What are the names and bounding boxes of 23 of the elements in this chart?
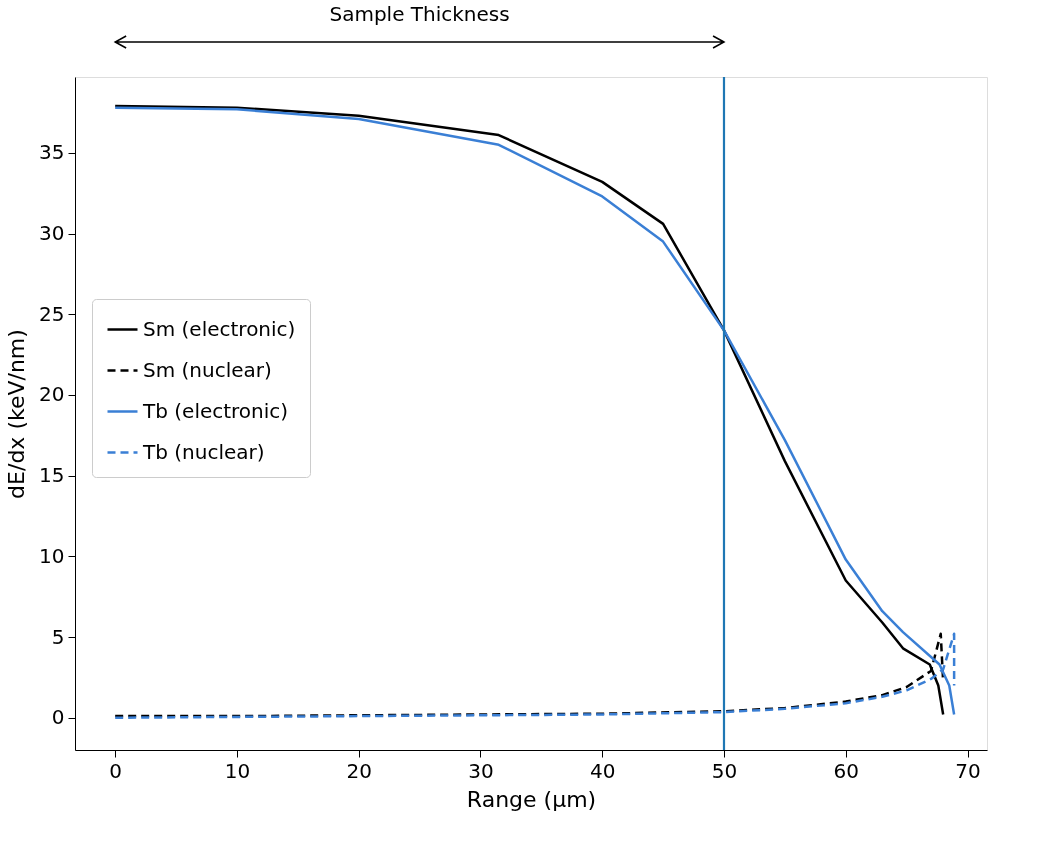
x-tick-label: 60 xyxy=(833,758,859,783)
legend-label: Tb (electronic) xyxy=(142,398,289,423)
x-tick-label: 20 xyxy=(346,758,372,783)
legend-label: Tb (nuclear) xyxy=(142,439,265,464)
text: Sample Thickness xyxy=(329,2,510,26)
x-tick-label: 0 xyxy=(109,758,123,783)
y-axis-title: dE/dx (keV/nm) xyxy=(4,329,30,499)
y-tick-label: 20 xyxy=(39,382,65,407)
x-tick-label: 40 xyxy=(590,758,616,783)
y-tick-label: 15 xyxy=(39,463,65,488)
y-tick-label: 35 xyxy=(39,140,65,165)
y-tick-label: 30 xyxy=(39,221,65,246)
x-tick-label: 30 xyxy=(468,758,494,783)
y-tick-label: 10 xyxy=(39,543,65,568)
legend-label: Sm (electronic) xyxy=(143,316,296,341)
y-tick-label: 0 xyxy=(51,705,65,730)
x-tick-label: 70 xyxy=(955,758,981,783)
x-tick-label: 10 xyxy=(224,758,251,783)
y-tick-label: 5 xyxy=(51,624,65,649)
x-axis-title: Range (μm) xyxy=(466,786,597,812)
y-tick-label: 25 xyxy=(39,301,65,326)
legend-label: Sm (nuclear) xyxy=(143,357,272,382)
x-tick-label: 50 xyxy=(711,758,738,783)
